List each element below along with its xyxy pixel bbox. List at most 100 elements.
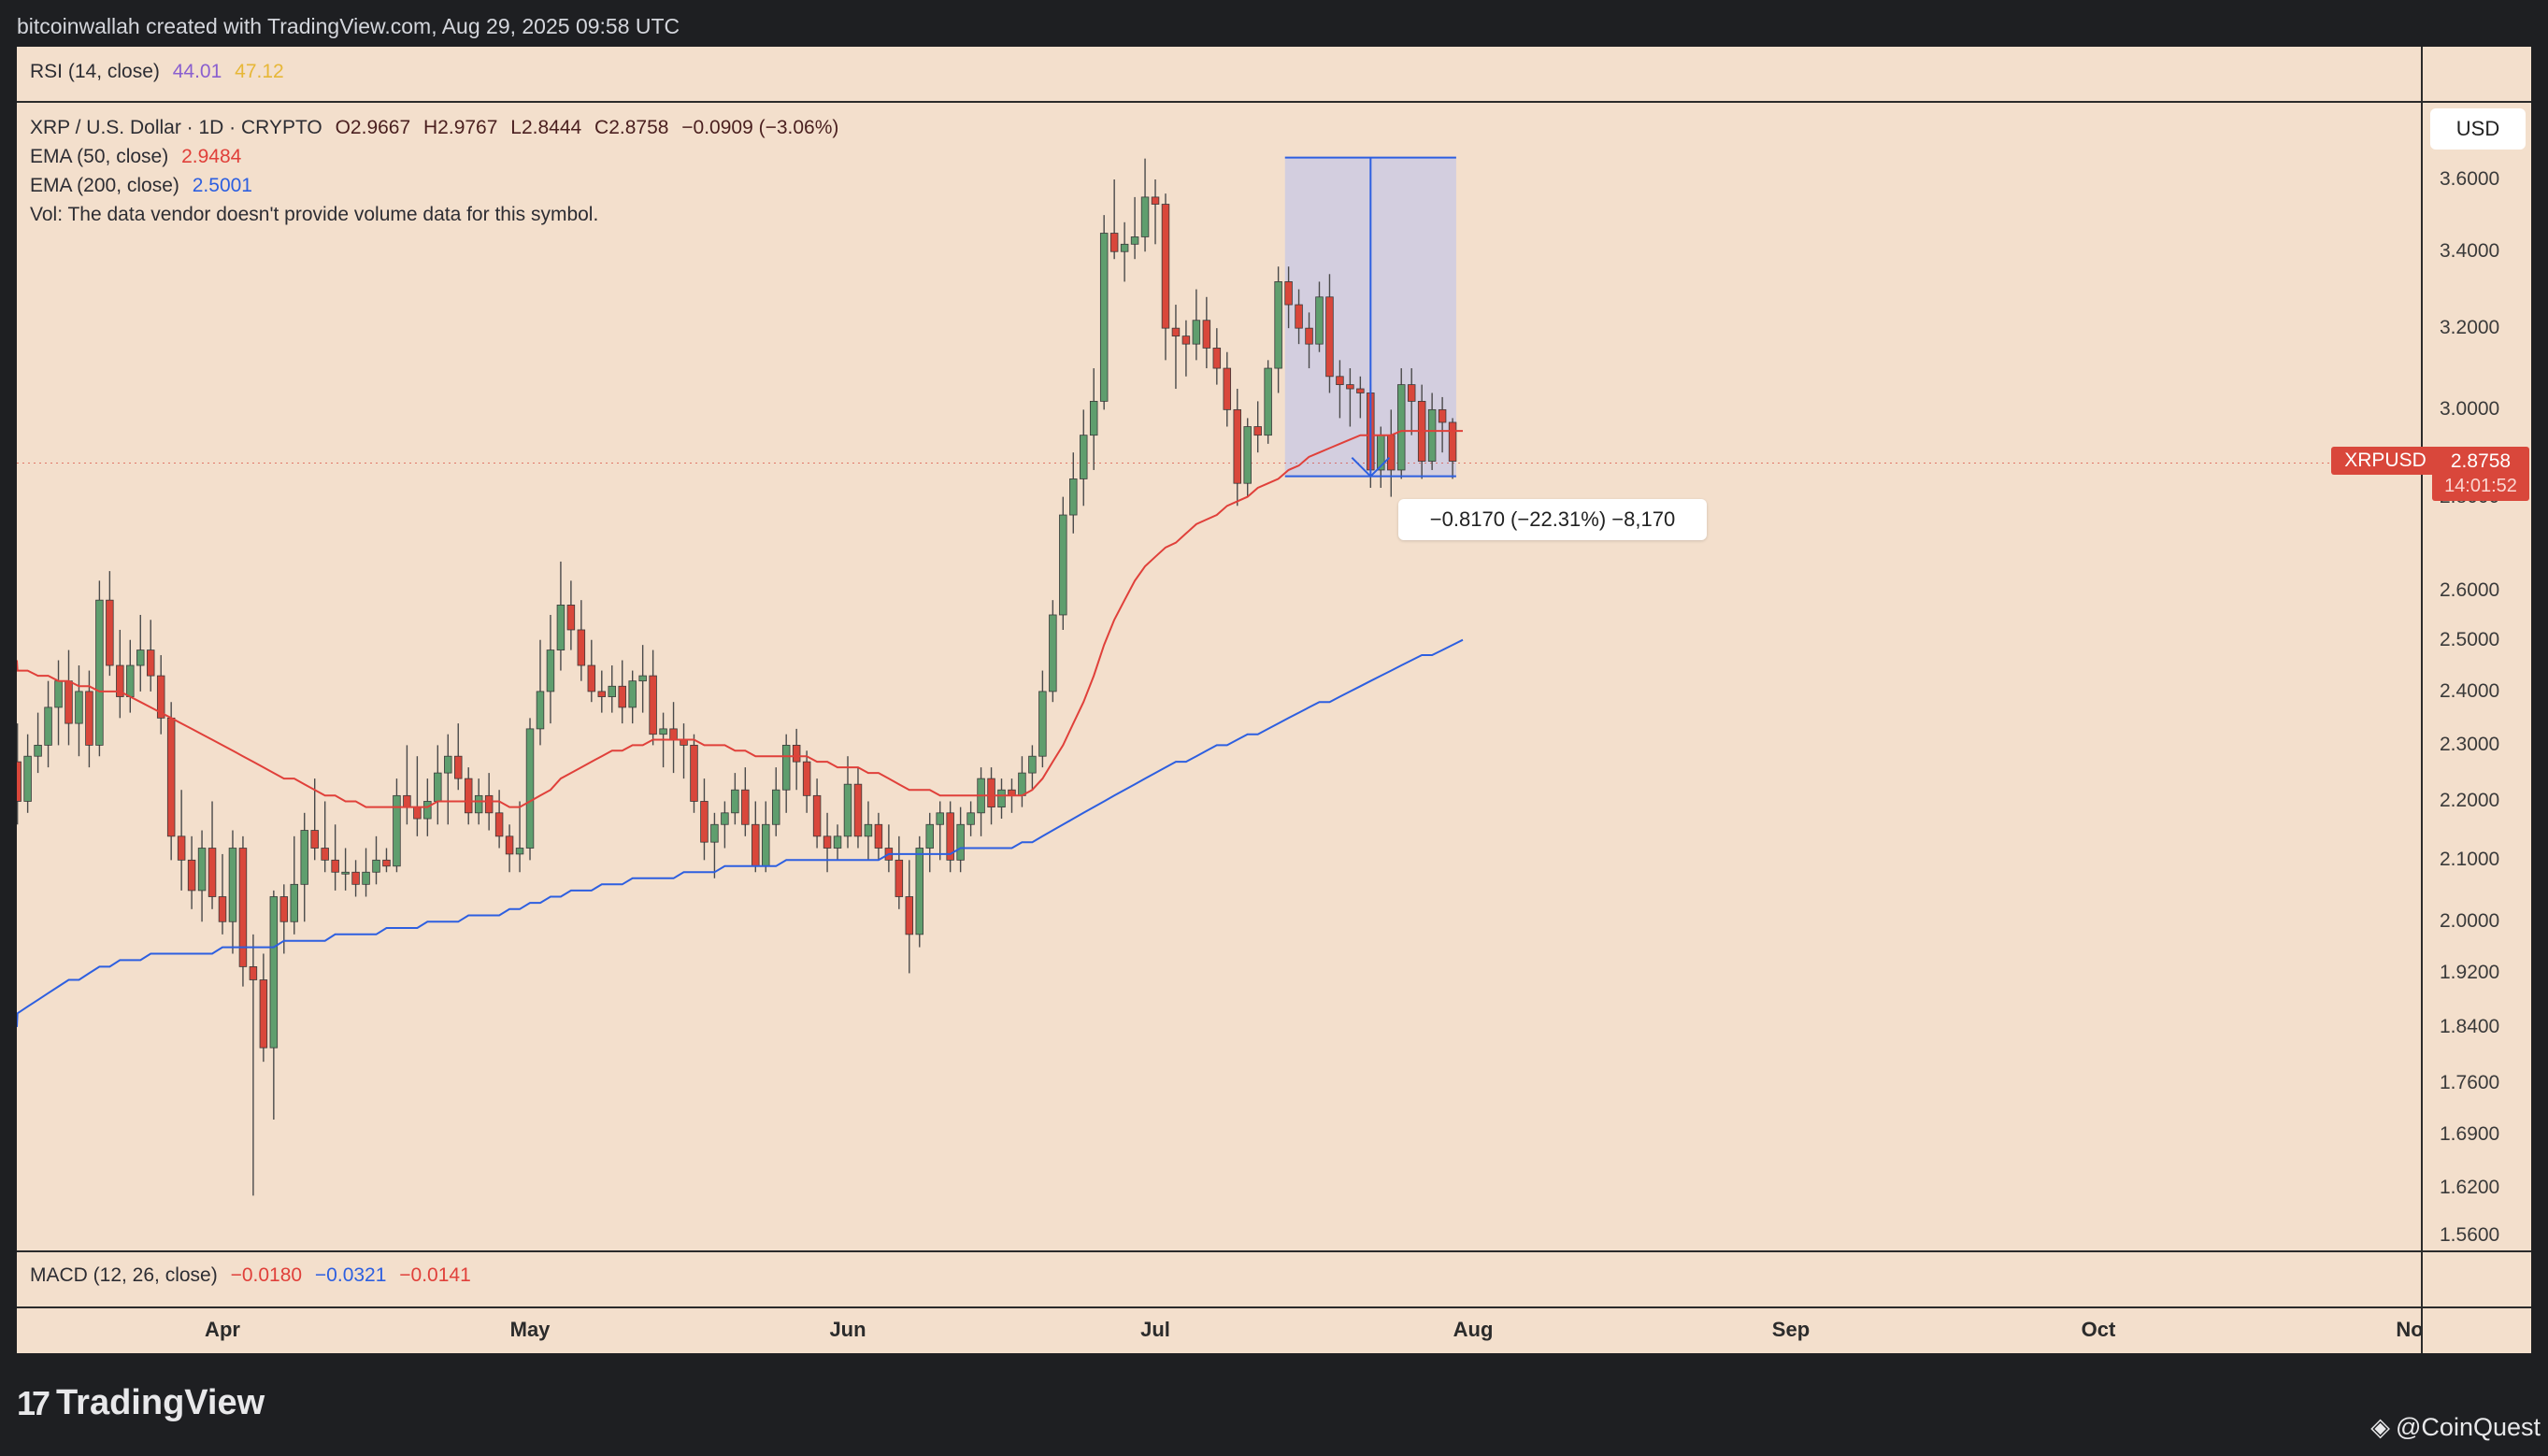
rsi-value-1: 44.01 [172, 61, 222, 82]
candle-body [649, 675, 657, 735]
candle [85, 670, 93, 768]
price-chart[interactable] [17, 47, 2531, 1353]
candle [177, 790, 186, 891]
candle [762, 801, 770, 873]
candle [413, 756, 422, 836]
candle-body [659, 728, 667, 735]
candle-body [331, 859, 339, 873]
candle [1028, 745, 1037, 791]
candle-body [905, 896, 914, 935]
candle-body [1069, 478, 1078, 516]
candle-body [1336, 376, 1344, 386]
symbol-legend[interactable]: XRP / U.S. Dollar · 1D · CRYPTO O2.9667 … [30, 117, 846, 139]
price-tick-label: 2.1000 [2440, 849, 2500, 871]
rsi-pane-divider[interactable] [17, 101, 2531, 103]
candle-body [444, 755, 452, 774]
candle [874, 812, 883, 861]
candle [444, 734, 452, 825]
candle-body [997, 789, 1006, 808]
ema200-legend[interactable]: EMA (200, close) 2.5001 [30, 175, 260, 197]
candle [956, 807, 965, 873]
candle [1295, 289, 1303, 345]
candle [156, 655, 165, 735]
ohlc-high: H2.9767 [423, 117, 498, 138]
candle [434, 745, 442, 825]
candle [372, 835, 380, 885]
measure-label[interactable]: −0.8170 (−22.31%) −8,170 [1398, 499, 1707, 540]
candle [54, 660, 63, 746]
candle-body [1080, 435, 1088, 479]
candle-body [44, 707, 52, 746]
ema-group [17, 430, 1464, 1027]
candle [680, 723, 688, 779]
candle-body [946, 812, 954, 861]
candle-body [1038, 691, 1047, 757]
price-tick-label: 2.0000 [2440, 910, 2500, 933]
candle-body [1274, 281, 1282, 369]
time-tick-label: Aug [1453, 1318, 1494, 1341]
candle-body [608, 685, 616, 697]
author-watermark: ◈ @CoinQuest [2370, 1413, 2541, 1442]
candle-body [536, 691, 545, 730]
candle [454, 723, 463, 791]
candle-body [146, 649, 155, 677]
candles-group [17, 158, 1457, 1196]
candle [608, 665, 616, 713]
candle [915, 835, 924, 948]
candle-body [116, 664, 124, 697]
candle-body [434, 772, 442, 802]
ema50-legend[interactable]: EMA (50, close) 2.9484 [30, 146, 249, 168]
candle [403, 745, 411, 825]
price-tick-label: 1.9200 [2440, 962, 2500, 984]
candle-body [936, 812, 944, 825]
candle [556, 561, 565, 671]
candle [577, 600, 586, 681]
candle-body [1356, 388, 1365, 393]
candle-body [1028, 755, 1037, 774]
candle [1080, 409, 1088, 507]
candle-body [197, 848, 207, 892]
measure-lines-group [1284, 156, 1456, 478]
candle-body [321, 848, 329, 861]
candle-body [484, 794, 494, 814]
candle [505, 824, 514, 873]
macd-legend[interactable]: MACD (12, 26, close) −0.0180 −0.0321 −0.… [30, 1264, 479, 1287]
price-tick-label: 1.8400 [2440, 1015, 2500, 1037]
candle-body [23, 755, 32, 802]
candle-body [864, 823, 873, 837]
candle [515, 801, 524, 873]
ema50-value: 2.9484 [181, 146, 242, 167]
time-tick-label: Jun [829, 1318, 866, 1341]
candle [1212, 328, 1222, 385]
candle [34, 712, 42, 774]
candle-body [279, 896, 289, 922]
candle-body [1284, 281, 1293, 306]
currency-button[interactable]: USD [2430, 108, 2526, 150]
candle-body [1140, 196, 1150, 237]
ohlc-change: −0.0909 (−3.06%) [681, 117, 839, 138]
candle-body [597, 691, 607, 697]
candle-body [1192, 320, 1201, 345]
candle-body [310, 830, 319, 849]
candle [853, 767, 863, 849]
candle [1284, 266, 1293, 329]
candle [649, 649, 657, 746]
candle-body [1059, 514, 1067, 616]
candle-body [515, 848, 524, 855]
chart-frame[interactable]: RSI (14, close) 44.01 47.12 XRP / U.S. D… [17, 47, 2531, 1353]
candle [781, 734, 791, 813]
candle [1140, 158, 1150, 252]
candle [238, 835, 248, 987]
candle [290, 835, 299, 935]
candle-body [762, 823, 770, 867]
candle-body [75, 691, 83, 724]
candle [597, 670, 607, 713]
candle [895, 835, 904, 909]
rsi-legend[interactable]: RSI (14, close) 44.01 47.12 [30, 61, 292, 83]
macd-pane-divider[interactable] [17, 1250, 2531, 1252]
candle [1315, 281, 1324, 352]
candle-body [1151, 196, 1160, 205]
candle-body [166, 717, 176, 837]
candle [587, 639, 596, 703]
candle-body [1181, 335, 1191, 345]
